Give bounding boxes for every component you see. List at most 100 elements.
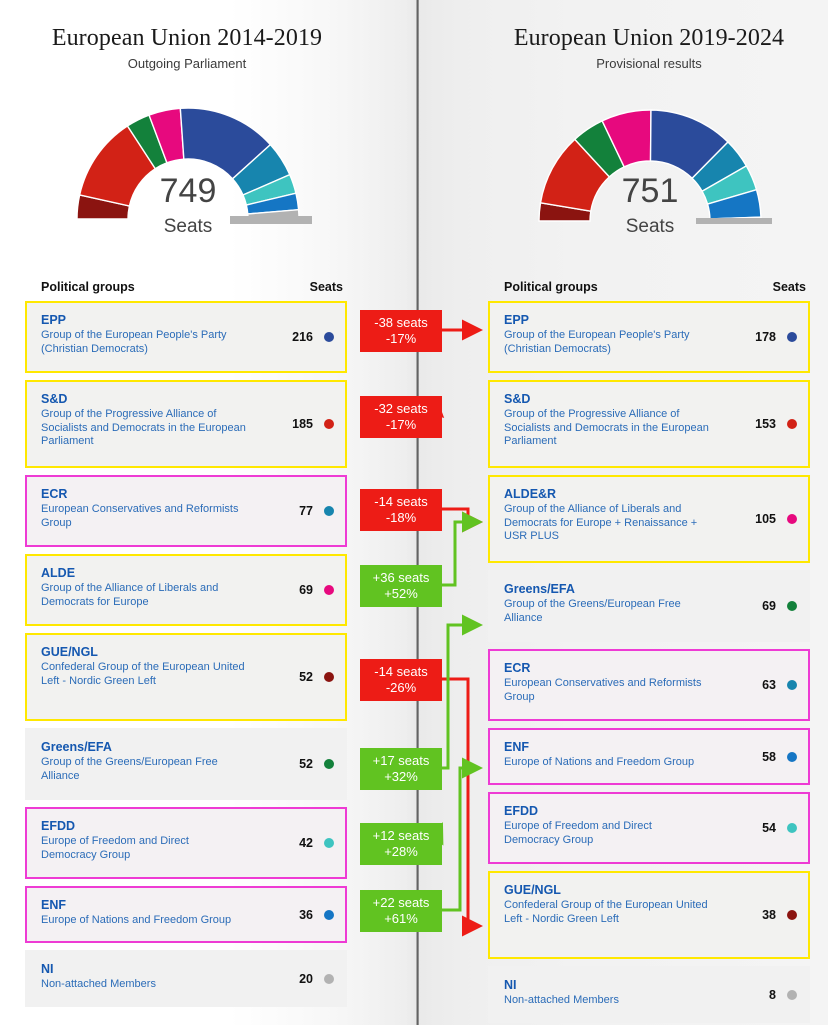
party-abbr: GUE/NGL: [41, 645, 98, 659]
party-row[interactable]: ALDE&R Group of the Alliance of Liberals …: [488, 475, 810, 563]
party-seat-count: 52: [299, 670, 313, 684]
party-full-name: Non-attached Members: [504, 994, 619, 1006]
party-seat-count: 216: [292, 330, 313, 344]
change-percent: -26%: [385, 680, 417, 695]
right-panel-subtitle: Provisional results: [596, 56, 702, 71]
party-seat-count: 36: [299, 907, 313, 922]
change-seats: -38 seats: [374, 315, 428, 330]
party-row[interactable]: ALDE Group of the Alliance of Liberals an…: [25, 554, 347, 626]
party-row[interactable]: NI Non-attached Members 20: [25, 950, 347, 1007]
party-color-dot: [787, 910, 797, 920]
party-abbr: ENF: [504, 740, 529, 754]
right-panel-header: European Union 2019-2024 Provisional res…: [454, 25, 828, 71]
party-seat-count: 52: [299, 757, 313, 771]
party-color-dot: [787, 514, 797, 524]
party-color-dot: [787, 680, 797, 690]
party-seat-count: 42: [299, 836, 313, 850]
change-seats: -14 seats: [374, 664, 428, 679]
change-badge: +12 seats +28%: [360, 823, 442, 865]
party-color-dot: [324, 672, 334, 682]
party-seat-count: 20: [299, 971, 313, 986]
left-seat-donut: 749 Seats: [38, 88, 338, 248]
party-row[interactable]: Greens/EFA Group of the Greens/European F…: [488, 570, 810, 642]
party-abbr: S&D: [41, 392, 68, 406]
party-color-dot: [324, 838, 334, 848]
party-abbr: NI: [41, 962, 54, 976]
right-col-groups-label: Political groups: [504, 280, 598, 294]
change-seats: -14 seats: [374, 494, 428, 509]
party-seat-count: 185: [292, 417, 313, 431]
party-full-name: Europe of Freedom and Direct Democracy G…: [41, 835, 189, 861]
party-row[interactable]: EFDD Europe of Freedom and Direct Democra…: [488, 792, 810, 864]
party-full-name: Non-attached Members: [41, 978, 156, 990]
party-full-name: Group of the Progressive Alliance of Soc…: [41, 408, 246, 447]
party-seat-count: 77: [299, 504, 313, 518]
party-full-name: Europe of Nations and Freedom Group: [504, 756, 695, 768]
party-color-dot: [787, 332, 797, 342]
party-row[interactable]: Greens/EFA Group of the Greens/European F…: [25, 728, 347, 800]
party-row[interactable]: GUE/NGL Confederal Group of the European …: [488, 871, 810, 959]
change-seats: +12 seats: [372, 828, 430, 843]
right-party-list: EPP Group of the European People's Party …: [488, 301, 810, 1030]
party-full-name: Group of the European People's Party (Ch…: [504, 329, 690, 355]
party-abbr: Greens/EFA: [504, 582, 575, 596]
party-color-dot: [324, 759, 334, 769]
party-full-name: Europe of Nations and Freedom Group: [41, 914, 232, 926]
party-full-name: Confederal Group of the European United …: [504, 899, 708, 925]
right-column-header: Political groups Seats: [488, 280, 810, 300]
party-row[interactable]: EPP Group of the European People's Party …: [488, 301, 810, 373]
party-full-name: Confederal Group of the European United …: [41, 661, 245, 687]
party-row[interactable]: ENF Europe of Nations and Freedom Group 58: [488, 728, 810, 785]
party-abbr: ENF: [41, 898, 66, 912]
party-full-name: Group of the Greens/European Free Allian…: [41, 756, 218, 782]
party-abbr: ECR: [504, 661, 531, 675]
right-seat-donut: 751 Seats: [500, 88, 800, 248]
party-color-dot: [324, 419, 334, 429]
party-abbr: EPP: [504, 313, 530, 327]
left-column-header: Political groups Seats: [25, 280, 347, 300]
party-abbr: ECR: [41, 487, 68, 501]
party-row[interactable]: ECR European Conservatives and Reformists…: [488, 649, 810, 721]
party-seat-count: 153: [755, 417, 776, 431]
party-seat-count: 105: [755, 512, 776, 526]
party-row[interactable]: S&D Group of the Progressive Alliance of …: [25, 380, 347, 468]
party-seat-count: 38: [762, 908, 776, 922]
party-full-name: European Conservatives and Reformists Gr…: [41, 503, 239, 529]
party-seat-count: 69: [762, 599, 776, 613]
party-full-name: Group of the Alliance of Liberals and De…: [504, 503, 698, 542]
left-panel-header: European Union 2014-2019 Outgoing Parlia…: [0, 25, 382, 71]
party-row[interactable]: S&D Group of the Progressive Alliance of …: [488, 380, 810, 468]
right-col-seats-label: Seats: [772, 280, 806, 294]
right-donut-ni-base: [696, 218, 772, 224]
party-row[interactable]: NI Non-attached Members 8: [488, 966, 810, 1023]
party-color-dot: [787, 601, 797, 611]
change-badge: -14 seats -18%: [360, 489, 442, 531]
party-row[interactable]: ENF Europe of Nations and Freedom Group 36: [25, 886, 347, 943]
party-row[interactable]: EFDD Europe of Freedom and Direct Democra…: [25, 807, 347, 879]
party-seat-count: 8: [769, 987, 776, 1002]
left-donut-ni-base: [230, 216, 312, 224]
change-percent: -18%: [385, 510, 417, 525]
party-row[interactable]: ECR European Conservatives and Reformists…: [25, 475, 347, 547]
right-total-seats: 751: [621, 172, 679, 210]
left-panel-subtitle: Outgoing Parliament: [127, 56, 247, 71]
party-abbr: NI: [504, 978, 517, 992]
party-full-name: European Conservatives and Reformists Gr…: [504, 677, 702, 703]
party-full-name: Group of the Greens/European Free Allian…: [504, 598, 681, 624]
party-row[interactable]: GUE/NGL Confederal Group of the European …: [25, 633, 347, 721]
change-badge: +22 seats +61%: [360, 890, 442, 932]
party-color-dot: [324, 506, 334, 516]
left-col-groups-label: Political groups: [41, 280, 135, 294]
left-total-caption: Seats: [163, 216, 213, 237]
party-color-dot: [787, 989, 797, 1000]
party-full-name: Europe of Freedom and Direct Democracy G…: [504, 820, 652, 846]
party-abbr: GUE/NGL: [504, 883, 561, 897]
party-row[interactable]: EPP Group of the European People's Party …: [25, 301, 347, 373]
party-full-name: Group of the European People's Party (Ch…: [41, 329, 227, 355]
change-percent: +28%: [384, 844, 418, 859]
change-percent: -17%: [385, 417, 417, 432]
left-col-seats-label: Seats: [309, 280, 343, 294]
change-seats: -32 seats: [374, 401, 428, 416]
change-badge: +17 seats +32%: [360, 748, 442, 790]
party-abbr: EFDD: [41, 819, 76, 833]
